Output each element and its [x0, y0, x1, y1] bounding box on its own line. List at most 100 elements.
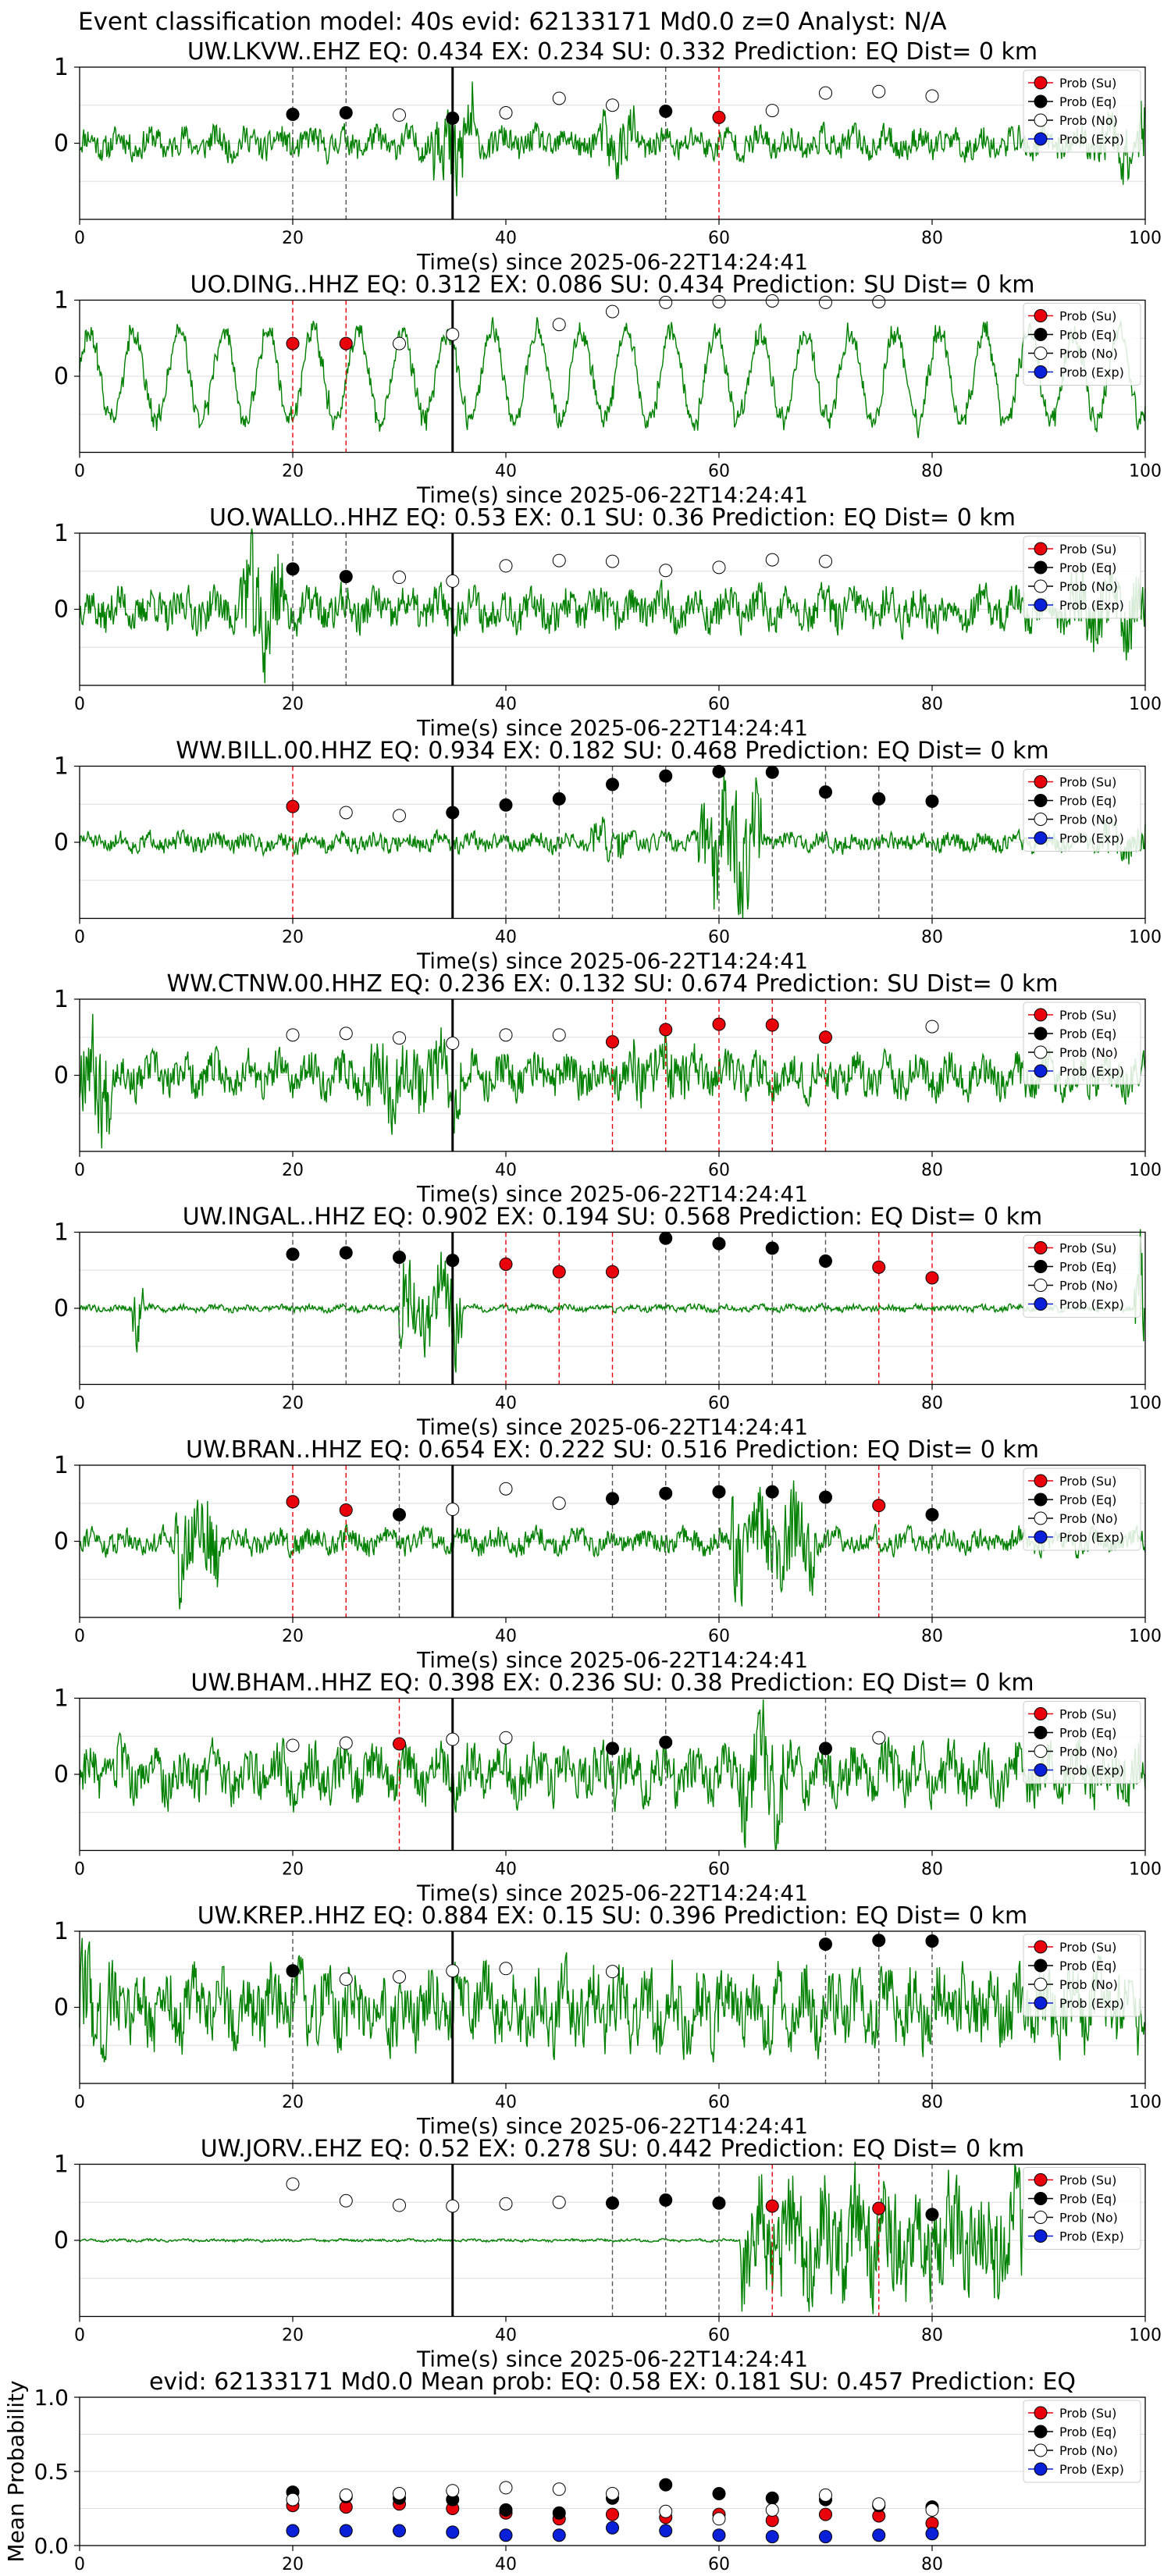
prob-marker-no-45-2 [552, 553, 566, 568]
prob-marker-su-45-5 [552, 1265, 566, 1279]
prob-marker-su-60-0 [712, 110, 726, 124]
legend-label-su-8: Prob (Su) [1059, 1940, 1116, 1955]
prob-marker-su-60-4 [712, 1017, 726, 1031]
waveform-trace-1 [79, 317, 1146, 439]
legend-label-eq-8: Prob (Eq) [1059, 1959, 1116, 1973]
legend-label-eq-2: Prob (Eq) [1059, 560, 1116, 575]
x-tick-label-80-3: 80 [921, 928, 943, 948]
prob-marker-su-25-6 [339, 1503, 353, 1517]
waveform-trace-2 [79, 528, 1146, 684]
x-tick-label-100-3: 100 [1129, 928, 1162, 948]
prob-marker-eq-20-5 [286, 1247, 300, 1261]
y-tick-label-0-4: 0 [54, 1062, 69, 1090]
prob-marker-no-75-0 [872, 84, 886, 98]
prob-marker-eq-70-5 [819, 1254, 832, 1268]
legend-label-exp-4: Prob (Exp) [1059, 1064, 1124, 1079]
legend-label-no-6: Prob (No) [1059, 1511, 1118, 1526]
legend-marker-no-8 [1034, 1977, 1048, 1991]
mean-marker-exp-65 [765, 2530, 779, 2544]
prob-marker-su-55-4 [659, 1023, 673, 1037]
legend-marker-exp-3 [1034, 831, 1048, 845]
prob-marker-no-70-1 [819, 295, 832, 309]
prob-marker-no-45-4 [552, 1028, 566, 1042]
x-tick-label-60-2: 60 [708, 695, 730, 714]
prob-marker-eq-75-8 [872, 1934, 886, 1948]
panel-title-9: UW.JORV..EHZ EQ: 0.52 EX: 0.278 SU: 0.44… [201, 2136, 1024, 2163]
prob-marker-no-45-1 [552, 318, 566, 332]
x-tick-label-20-4: 20 [282, 1161, 304, 1180]
prob-marker-no-60-2 [712, 560, 726, 575]
legend-marker-su-2 [1034, 542, 1048, 556]
mean-marker-no-40 [499, 2481, 513, 2495]
mean-marker-eq-40 [499, 2503, 513, 2517]
y-tick-label-0-1: 0 [54, 363, 69, 390]
x-axis-label-5: Time(s) since 2025-06-22T14:24:41 [416, 1414, 808, 1440]
x-tick-label-0-2: 0 [74, 695, 85, 714]
panel-5: UW.INGAL..HHZ EQ: 0.902 EX: 0.194 SU: 0.… [54, 1204, 1162, 1440]
x-tick-label-20-5: 20 [282, 1394, 304, 1414]
prob-marker-su-80-5 [925, 1271, 939, 1285]
mean-marker-no-45 [552, 2482, 566, 2496]
x-tick-label-60-10: 60 [708, 2555, 730, 2574]
prob-marker-eq-70-8 [819, 1937, 832, 1952]
prob-marker-su-20-1 [286, 336, 300, 350]
legend-marker-exp-8 [1034, 1996, 1048, 2010]
prob-marker-su-75-5 [872, 1260, 886, 1274]
panel-3: WW.BILL.00.HHZ EQ: 0.934 EX: 0.182 SU: 0… [54, 738, 1162, 974]
legend-label-exp-2: Prob (Exp) [1059, 598, 1124, 613]
legend-label-no-3: Prob (No) [1059, 813, 1118, 827]
legend-label-no-5: Prob (No) [1059, 1279, 1118, 1293]
x-tick-label-100-4: 100 [1129, 1161, 1162, 1180]
prob-marker-no-50-2 [606, 554, 619, 568]
prob-marker-no-35-8 [446, 1964, 460, 1978]
prob-marker-su-20-6 [286, 1495, 300, 1509]
x-tick-label-80-4: 80 [921, 1161, 943, 1180]
mean-marker-eq-65 [765, 2491, 779, 2505]
legend-label-su-3: Prob (Su) [1059, 775, 1116, 790]
legend-marker-su-3 [1034, 775, 1048, 788]
mean-marker-exp-50 [606, 2521, 619, 2535]
prob-marker-no-45-0 [552, 91, 566, 105]
prob-marker-no-30-8 [393, 1970, 406, 1984]
legend-marker-exp-10 [1034, 2462, 1048, 2476]
prob-marker-no-35-7 [446, 1732, 460, 1746]
prob-marker-no-65-1 [765, 294, 779, 308]
prob-marker-eq-55-0 [659, 105, 673, 119]
prob-marker-no-25-7 [339, 1736, 353, 1750]
legend-box-5 [1023, 1235, 1141, 1318]
legend-marker-su-5 [1034, 1241, 1048, 1254]
mean-marker-no-70 [819, 2488, 832, 2502]
legend-label-su-9: Prob (Su) [1059, 2173, 1116, 2188]
x-tick-label-40-3: 40 [495, 928, 517, 948]
x-tick-label-60-8: 60 [708, 2093, 730, 2112]
x-tick-label-40-5: 40 [495, 1394, 517, 1414]
prob-marker-no-50-1 [606, 304, 619, 318]
prob-marker-no-30-1 [393, 336, 406, 350]
legend-label-su-10: Prob (Su) [1059, 2406, 1116, 2421]
y-tick-label-1-1: 1 [54, 287, 69, 315]
panel-10: evid: 62133171 Md0.0 Mean prob: EQ: 0.58… [3, 2368, 1146, 2574]
prob-marker-no-40-8 [499, 1962, 513, 1976]
prob-marker-eq-55-5 [659, 1231, 673, 1245]
legend-marker-no-7 [1034, 1745, 1048, 1758]
legend-marker-no-3 [1034, 813, 1048, 826]
legend-label-eq-0: Prob (Eq) [1059, 94, 1116, 109]
prob-marker-no-55-1 [659, 295, 673, 309]
y-tick-label-1-10: 1.0 [34, 2385, 69, 2411]
legend-marker-exp-9 [1034, 2229, 1048, 2243]
x-tick-label-20-9: 20 [282, 2326, 304, 2346]
prob-marker-eq-45-3 [552, 792, 566, 806]
panel-title-7: UW.BHAM..HHZ EQ: 0.398 EX: 0.236 SU: 0.3… [190, 1670, 1034, 1697]
prob-marker-eq-35-0 [446, 111, 460, 125]
y-tick-label-1-3: 1 [54, 753, 69, 781]
legend-marker-eq-9 [1034, 2192, 1048, 2205]
x-axis-label-8: Time(s) since 2025-06-22T14:24:41 [416, 2113, 808, 2139]
mean-marker-su-50 [606, 2507, 619, 2521]
legend-marker-exp-4 [1034, 1064, 1048, 1078]
panel-title-10: evid: 62133171 Md0.0 Mean prob: EQ: 0.58… [149, 2368, 1076, 2396]
prob-marker-eq-75-3 [872, 792, 886, 806]
x-tick-label-0-7: 0 [74, 1860, 85, 1880]
x-tick-label-20-7: 20 [282, 1860, 304, 1880]
x-tick-label-100-7: 100 [1129, 1860, 1162, 1880]
